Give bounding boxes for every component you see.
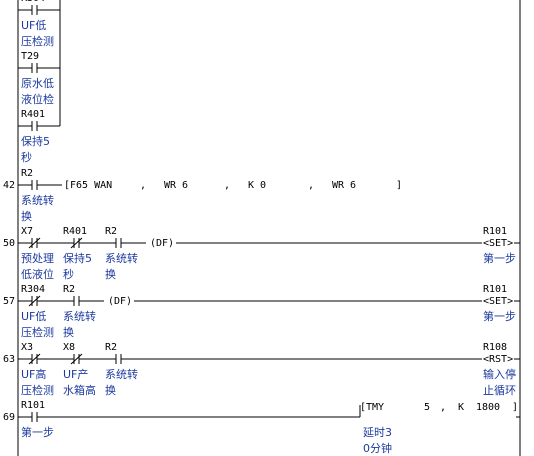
timer-text: K	[458, 402, 464, 413]
contact-comment: 秒	[63, 267, 74, 281]
coil-address: R101	[483, 284, 507, 295]
contact-comment: 压检测	[21, 325, 54, 339]
contact-comment: 压检测	[21, 34, 54, 48]
instruction-text: ,	[224, 180, 230, 191]
timer-text: ]	[512, 402, 518, 413]
coil-op: <RST>	[483, 354, 513, 365]
timer-text: 1800	[476, 402, 500, 413]
contact-address: R304	[21, 0, 45, 4]
contact-comment: 换	[105, 383, 116, 397]
contact-comment: 换	[105, 267, 116, 281]
contact-address: X8	[63, 342, 75, 353]
contact-comment: 液位检	[21, 92, 54, 106]
contact-address: R2	[105, 342, 117, 353]
contact-address: X7	[21, 226, 33, 237]
contact-slash	[70, 237, 83, 249]
contact-address: R401	[21, 109, 45, 120]
contact-address: R101	[21, 400, 45, 411]
contact-address: T29	[21, 51, 39, 62]
contact-slash	[28, 295, 41, 307]
rung-number: 63	[3, 354, 15, 365]
instruction-text: WR 6	[332, 180, 356, 191]
contact-slash	[28, 237, 41, 249]
instruction-text: ]	[396, 180, 402, 191]
timer-text: 5	[424, 402, 430, 413]
instruction-text: [F65 WAN	[64, 180, 112, 191]
contact-comment: UF低	[21, 19, 46, 32]
contact-address: R2	[105, 226, 117, 237]
contact-comment: 低液位	[21, 267, 54, 281]
rung-number: 57	[3, 296, 15, 307]
contact-comment: 秒	[21, 150, 32, 164]
contact-comment: 原水低	[21, 77, 54, 90]
coil-comment: 第一步	[483, 309, 516, 323]
contact-comment: UF低	[21, 310, 46, 323]
contact-comment: 换	[21, 209, 32, 223]
instruction-text: ,	[140, 180, 146, 191]
contact-address: R2	[21, 168, 33, 179]
coil-address: R101	[483, 226, 507, 237]
contact-comment: 保持5	[21, 134, 50, 148]
coil-address: R108	[483, 342, 507, 353]
contact-address: R304	[21, 284, 45, 295]
contact-comment: 第一步	[21, 425, 54, 439]
contact-address: X3	[21, 342, 33, 353]
coil-comment: 输入停	[483, 367, 516, 381]
contact-comment: 预处理	[21, 252, 54, 265]
coil-op: <SET>	[483, 296, 513, 307]
timer-comment: 延时3	[363, 426, 392, 439]
df-text: (DF)	[150, 238, 174, 249]
coil-comment: 第一步	[483, 251, 516, 265]
instruction-text: WR 6	[164, 180, 188, 191]
contact-address: R401	[63, 226, 87, 237]
contact-comment: 水箱高	[63, 383, 96, 397]
rung-number: 50	[3, 238, 15, 249]
contact-comment: 系统转	[105, 367, 138, 381]
contact-comment: UF产	[63, 367, 88, 381]
contact-slash	[70, 353, 83, 365]
contact-comment: 系统转	[63, 309, 96, 323]
contact-comment: 压检测	[21, 383, 54, 397]
instruction-text: ,	[308, 180, 314, 191]
timer-text: ,	[440, 402, 446, 413]
contact-address: R2	[63, 284, 75, 295]
contact-comment: 保持5	[63, 251, 92, 265]
rung-number: 69	[3, 412, 15, 423]
contact-comment: 换	[63, 325, 74, 339]
coil-comment: 止循环	[483, 384, 516, 397]
timer-text: [TMY	[360, 402, 384, 413]
contact-comment: UF高	[21, 367, 46, 381]
contact-comment: 系统转	[105, 251, 138, 265]
rung-number: 42	[3, 180, 15, 191]
coil-op: <SET>	[483, 238, 513, 249]
contact-comment: 系统转	[21, 193, 54, 207]
instruction-text: K 0	[248, 180, 266, 191]
df-text: (DF)	[108, 296, 132, 307]
contact-slash	[28, 353, 41, 365]
timer-comment: 0分钟	[363, 441, 392, 455]
